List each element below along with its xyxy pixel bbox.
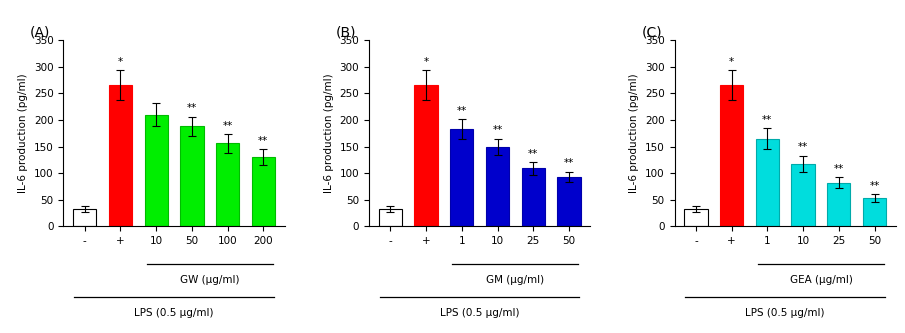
Bar <box>216 143 239 226</box>
Text: LPS (0.5 μg/ml): LPS (0.5 μg/ml) <box>134 308 214 318</box>
Bar <box>109 85 132 226</box>
Bar <box>756 139 779 226</box>
Text: *: * <box>118 57 123 67</box>
Bar <box>73 209 97 226</box>
Bar <box>827 183 851 226</box>
Text: **: ** <box>870 181 880 191</box>
Y-axis label: IL-6 production (pg/ml): IL-6 production (pg/ml) <box>324 73 334 193</box>
Text: **: ** <box>798 143 808 153</box>
Bar <box>486 147 510 226</box>
Text: **: ** <box>223 121 233 131</box>
Text: GEA (μg/ml): GEA (μg/ml) <box>789 275 853 285</box>
Bar <box>450 129 473 226</box>
Bar <box>145 115 167 226</box>
Bar <box>252 157 275 226</box>
Bar <box>684 209 708 226</box>
Bar <box>180 126 204 226</box>
Text: **: ** <box>457 106 467 116</box>
Text: (B): (B) <box>336 25 357 39</box>
Bar <box>792 164 814 226</box>
Text: **: ** <box>258 136 269 146</box>
Text: (A): (A) <box>30 25 51 39</box>
Text: GW (μg/ml): GW (μg/ml) <box>180 275 240 285</box>
Bar <box>414 85 438 226</box>
Text: LPS (0.5 μg/ml): LPS (0.5 μg/ml) <box>746 308 825 318</box>
Text: *: * <box>424 57 429 67</box>
Y-axis label: IL-6 production (pg/ml): IL-6 production (pg/ml) <box>18 73 28 193</box>
Bar <box>557 177 580 226</box>
Bar <box>521 168 545 226</box>
Text: **: ** <box>529 149 538 159</box>
Text: *: * <box>729 57 734 67</box>
Text: **: ** <box>762 115 773 125</box>
Bar <box>379 209 402 226</box>
Text: LPS (0.5 μg/ml): LPS (0.5 μg/ml) <box>440 308 519 318</box>
Bar <box>720 85 743 226</box>
Y-axis label: IL-6 production (pg/ml): IL-6 production (pg/ml) <box>630 73 640 193</box>
Text: GM (μg/ml): GM (μg/ml) <box>486 275 545 285</box>
Bar <box>862 198 886 226</box>
Text: **: ** <box>186 104 197 114</box>
Text: **: ** <box>834 164 844 174</box>
Text: (C): (C) <box>642 25 662 39</box>
Text: **: ** <box>564 159 574 168</box>
Text: **: ** <box>492 125 502 135</box>
